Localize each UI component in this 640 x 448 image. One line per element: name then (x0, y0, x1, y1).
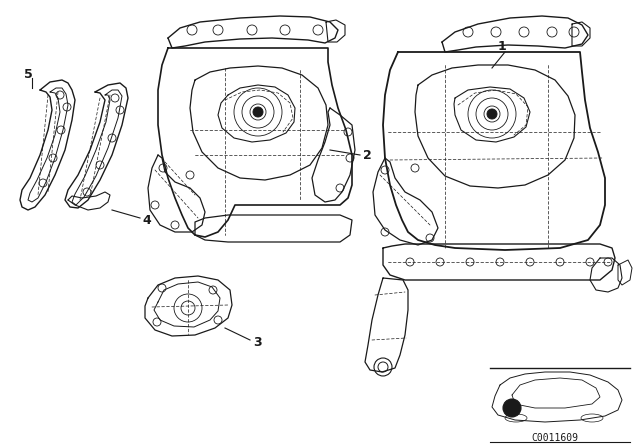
Text: 3: 3 (253, 336, 262, 349)
Text: 2: 2 (363, 148, 372, 161)
Circle shape (253, 107, 263, 117)
Text: C0011609: C0011609 (531, 433, 579, 443)
Text: 4: 4 (142, 214, 151, 227)
Text: 5: 5 (24, 68, 33, 81)
Circle shape (487, 109, 497, 119)
Circle shape (503, 399, 521, 417)
Text: 1: 1 (498, 39, 506, 52)
